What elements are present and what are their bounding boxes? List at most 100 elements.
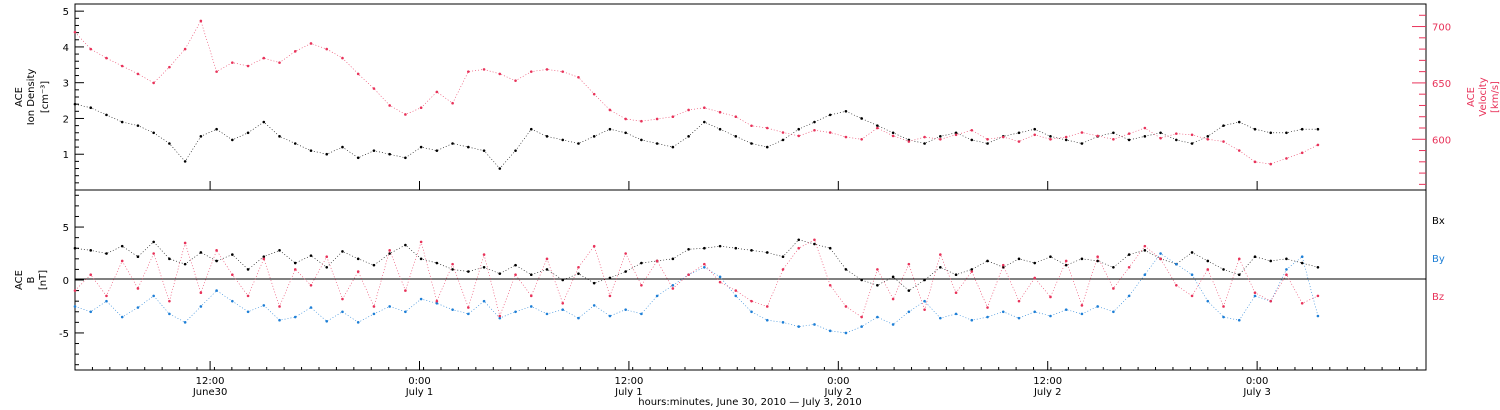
data-point [734, 289, 738, 292]
data-point [1033, 261, 1037, 265]
data-point [215, 127, 218, 131]
data-point [1269, 162, 1273, 166]
bottom-left-tick-label: 0 [63, 276, 69, 287]
data-point [168, 257, 171, 261]
data-point [451, 142, 454, 145]
bottom-series [73, 238, 1320, 335]
data-point [671, 115, 675, 119]
data-point [231, 253, 234, 256]
series-line [74, 239, 1319, 318]
data-point [970, 138, 974, 142]
data-point [765, 251, 769, 254]
data-point [655, 294, 659, 298]
data-point [246, 64, 250, 68]
data-point [624, 117, 627, 121]
legend-bz: Bz [1432, 292, 1444, 303]
data-point [986, 137, 989, 141]
top-right-tick-label: 650 [1432, 79, 1451, 90]
data-point [89, 310, 93, 314]
top-right-tick-label: 600 [1432, 135, 1451, 146]
x-tick-label-time: 0:00 [408, 376, 430, 387]
top-left-tick-label: 1 [63, 150, 69, 161]
data-point [750, 142, 753, 145]
data-point [372, 263, 376, 267]
data-point [467, 70, 470, 73]
data-point [168, 312, 171, 316]
data-point [404, 310, 407, 314]
data-point [435, 299, 439, 303]
data-point [136, 72, 140, 76]
data-point [467, 306, 470, 309]
bottom-left-tick-label: 5 [63, 223, 69, 234]
legend: Bx By Bz [1432, 216, 1445, 303]
x-tick-label-time: 12:00 [1033, 376, 1062, 387]
data-point [750, 299, 753, 303]
data-point [404, 113, 407, 116]
data-point [703, 106, 706, 110]
data-point [467, 270, 470, 273]
top-right-ylabel: ACE Velocity [km/s] [1466, 77, 1500, 116]
data-point [876, 124, 879, 127]
data-point [939, 253, 942, 256]
data-point [388, 249, 391, 252]
data-point [939, 137, 942, 141]
data-point [1285, 157, 1288, 160]
data-point [120, 244, 124, 248]
data-point [970, 128, 974, 132]
top-left-axis: 1 2 3 4 5 [63, 7, 84, 184]
data-point [1222, 124, 1225, 127]
data-point [1096, 255, 1099, 259]
legend-by: By [1432, 254, 1445, 265]
data-point [152, 240, 155, 244]
data-point [1237, 273, 1241, 277]
data-point [703, 246, 706, 250]
bottom-left-tick-label: -5 [59, 329, 69, 340]
data-point [860, 117, 863, 120]
data-point [309, 254, 313, 257]
data-point [293, 268, 297, 271]
data-point [1206, 137, 1210, 141]
data-point [891, 297, 895, 301]
data-point [828, 283, 832, 287]
bottom-ylabel-line3: [nT] [38, 270, 49, 290]
data-point [1112, 131, 1115, 135]
data-point [1049, 255, 1052, 259]
data-point [262, 56, 266, 60]
bottom-ylabel: ACE B [nT] [14, 270, 49, 290]
data-point [1253, 294, 1257, 298]
data-point [1285, 257, 1288, 261]
bottom-left-axis: -5 0 5 [59, 194, 84, 366]
data-point [970, 270, 974, 273]
data-point [813, 242, 816, 246]
series-line [74, 239, 1318, 291]
data-point [923, 135, 926, 139]
x-tick-label-date: July 2 [1033, 387, 1062, 398]
data-point [577, 272, 580, 275]
top-series [73, 19, 1320, 170]
data-point [120, 64, 124, 68]
top-right-ylabel-line3: [km/s] [1490, 81, 1500, 113]
data-point [262, 120, 266, 124]
data-point [168, 142, 171, 145]
data-point [1190, 294, 1194, 298]
data-point [891, 275, 895, 279]
data-point [1159, 257, 1162, 261]
data-point [891, 134, 895, 138]
data-point [120, 120, 124, 124]
x-tick-label-date: June30 [192, 387, 228, 398]
top-left-ylabel-line1: ACE [14, 87, 25, 107]
x-tick-label-time: 0:00 [827, 376, 849, 387]
data-point [498, 272, 502, 275]
data-point [168, 65, 171, 69]
data-point [1300, 261, 1304, 265]
data-point [624, 131, 627, 135]
data-point [545, 135, 549, 138]
data-point [1017, 257, 1021, 261]
data-point [1206, 268, 1210, 271]
data-point [1206, 135, 1210, 138]
data-point [734, 115, 738, 119]
x-tick-label-date: July 1 [614, 387, 643, 398]
data-point [514, 310, 517, 314]
data-point [640, 119, 643, 123]
